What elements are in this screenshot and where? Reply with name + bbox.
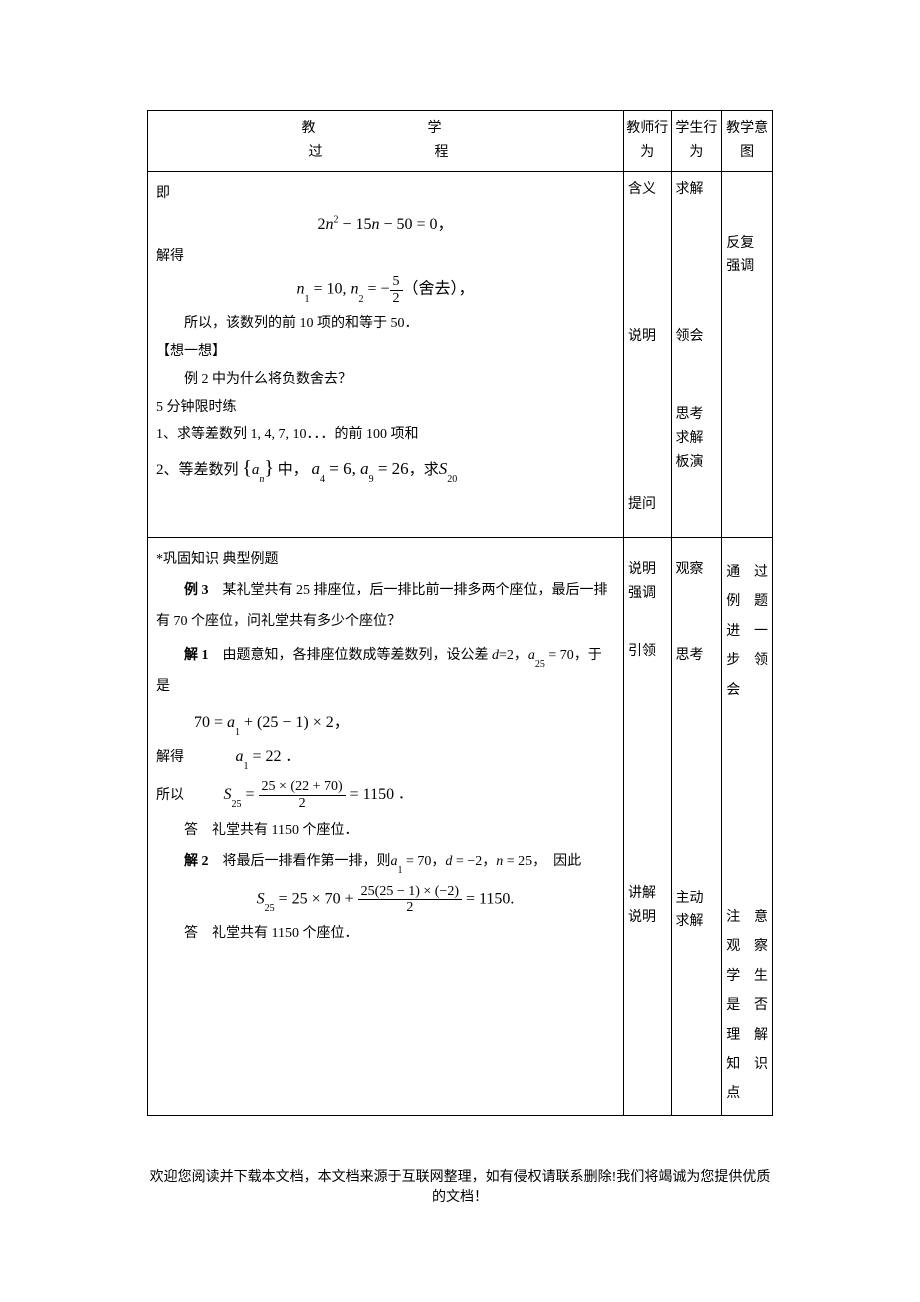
row1-content: 即 2n2 − 15n − 50 = 0， 解得 n1 = 10, n2 = −… bbox=[148, 171, 624, 537]
footer: 欢迎您阅读并下载本文档，本文档来源于互联网整理，如有侵权请联系删除!我们将竭诚为… bbox=[147, 1166, 773, 1206]
row1-intent: 反复 强调 bbox=[722, 171, 773, 537]
ex3: 例 3 某礼堂共有 25 排座位，后一排比前一排多两个座位，最后一排有 70 个… bbox=[156, 576, 615, 638]
eq2: n1 = 10, n2 = −52（舍去）， bbox=[156, 274, 615, 306]
ex1: 1、求等差数列 1, 4, 7, 10．．．的前 100 项和 bbox=[156, 423, 615, 447]
row-2: *巩固知识 典型例题 例 3 某礼堂共有 25 排座位，后一排比前一排多两个座位… bbox=[148, 537, 773, 1115]
eq3: 70 = a1 + (25 − 1) × 2， bbox=[194, 709, 615, 737]
row-1: 即 2n2 − 15n − 50 = 0， 解得 n1 = 10, n2 = −… bbox=[148, 171, 773, 537]
eq5-line: 所以 S25 = 25 × (22 + 70)2 = 1150 ． bbox=[156, 779, 615, 811]
ex2: 2、等差数列 {an} 中， a4 = 6, a9 = 26，求S20 bbox=[156, 451, 615, 485]
sol2: 解 2 将最后一排看作第一排，则a1 = 70，d = −2，n = 25， 因… bbox=[156, 847, 615, 878]
lesson-table: 教 学 过 程 教师行为 学生行为 教学意图 即 2n2 − 15n − 50 … bbox=[147, 110, 773, 1116]
hdr-process-l2: 过 程 bbox=[150, 141, 621, 165]
row1-student: 求解 领会 思考 求解 板演 bbox=[671, 171, 722, 537]
hdr-student: 学生行为 bbox=[671, 111, 722, 172]
eq1: 2n2 − 15n − 50 = 0， bbox=[156, 211, 615, 238]
eq4-line: 解得 a1 = 22 ． bbox=[156, 743, 615, 771]
row1-teacher: 含义 说明 提问 bbox=[624, 171, 671, 537]
eq6: S25 = 25 × 70 + 25(25 − 1) × (−2)2 = 115… bbox=[156, 884, 615, 916]
row2-student: 观察 思考 主动 求解 bbox=[671, 537, 722, 1115]
text-jiede: 解得 bbox=[156, 245, 615, 269]
hdr-process-l1: 教 学 bbox=[150, 117, 621, 141]
timed: 5 分钟限时练 bbox=[156, 396, 615, 420]
ans2: 答 礼堂共有 1150 个座位． bbox=[156, 922, 615, 946]
row2-teacher: 说明 强调 引领 讲解 说明 bbox=[624, 537, 671, 1115]
think-h: 【想一想】 bbox=[156, 340, 615, 364]
row2-intent: 通过例题进一步领会 注意观察学生是否理解知识点 bbox=[722, 537, 773, 1115]
hdr-teacher: 教师行为 bbox=[624, 111, 671, 172]
hdr-intent: 教学意图 bbox=[722, 111, 773, 172]
hdr-process: 教 学 过 程 bbox=[148, 111, 624, 172]
row2-h: *巩固知识 典型例题 bbox=[156, 548, 615, 572]
text-ji: 即 bbox=[156, 182, 615, 206]
line3: 所以，该数列的前 10 项的和等于 50． bbox=[156, 312, 615, 336]
ans1: 答 礼堂共有 1150 个座位． bbox=[156, 819, 615, 843]
think-q: 例 2 中为什么将负数舍去？ bbox=[156, 368, 615, 392]
page: 教 学 过 程 教师行为 学生行为 教学意图 即 2n2 − 15n − 50 … bbox=[0, 0, 920, 1246]
header-row: 教 学 过 程 教师行为 学生行为 教学意图 bbox=[148, 111, 773, 172]
sol1: 解 1 由题意知，各排座位数成等差数列，设公差 d=2，a25 = 70，于是 bbox=[156, 641, 615, 703]
row2-content: *巩固知识 典型例题 例 3 某礼堂共有 25 排座位，后一排比前一排多两个座位… bbox=[148, 537, 624, 1115]
